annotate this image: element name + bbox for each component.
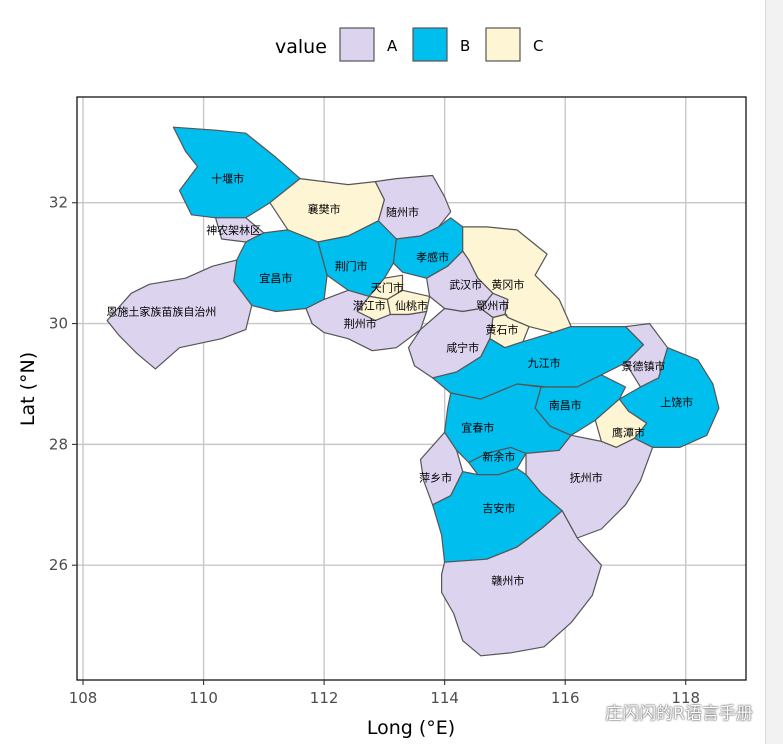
legend-label-0: A bbox=[387, 37, 398, 55]
y-tick-label-2: 30 bbox=[49, 315, 68, 333]
region-label-17: 九江市 bbox=[528, 356, 561, 370]
watermark: 庄闪闪的R语言手册 bbox=[573, 699, 753, 724]
x-axis: 108 110 112 114 116 118 bbox=[69, 680, 700, 707]
region-label-1: 襄樊市 bbox=[308, 202, 341, 216]
region-label-27: 赣州市 bbox=[491, 573, 524, 587]
x-tick-label-4: 116 bbox=[551, 689, 580, 707]
region-label-11: 鄂州市 bbox=[476, 298, 509, 312]
region-label-14: 荆州市 bbox=[344, 317, 377, 331]
plot-border bbox=[76, 96, 747, 681]
region-label-21: 鹰潭市 bbox=[612, 425, 645, 439]
region-label-23: 新余市 bbox=[482, 450, 515, 464]
region-label-4: 宜昌市 bbox=[259, 271, 292, 285]
region-label-24: 萍乡市 bbox=[419, 471, 452, 485]
x-tick-label-1: 110 bbox=[189, 689, 218, 707]
region-label-26: 吉安市 bbox=[482, 501, 515, 515]
watermark-text: 庄闪闪的R语言手册 bbox=[605, 704, 753, 724]
y-tick-label-1: 28 bbox=[49, 435, 68, 453]
region-label-0: 十堰市 bbox=[211, 172, 244, 186]
region-label-8: 恩施土家族苗族自治州 bbox=[106, 305, 216, 319]
region-label-5: 荆门市 bbox=[335, 259, 368, 273]
legend-swatch-0 bbox=[339, 27, 375, 62]
region-label-2: 随州市 bbox=[386, 205, 419, 219]
y-axis-title: Lat (°N) bbox=[17, 352, 39, 426]
region-14 bbox=[305, 289, 428, 352]
legend-title: value bbox=[275, 36, 327, 58]
legend-label-1: B bbox=[460, 37, 470, 55]
region-8 bbox=[106, 259, 253, 370]
wechat-icon bbox=[573, 702, 599, 721]
x-tick-label-3: 114 bbox=[430, 689, 459, 707]
region-label-9: 天门市 bbox=[371, 280, 404, 294]
region-label-18: 景德镇市 bbox=[622, 359, 666, 373]
region-label-7: 黄冈市 bbox=[491, 277, 524, 291]
region-5 bbox=[317, 220, 397, 297]
x-tick-label-0: 108 bbox=[69, 689, 98, 707]
region-label-15: 黄石市 bbox=[485, 323, 518, 337]
region-label-10: 武汉市 bbox=[449, 277, 482, 291]
x-tick-label-5: 118 bbox=[671, 689, 700, 707]
region-polygons bbox=[106, 126, 720, 657]
region-label-19: 上饶市 bbox=[660, 395, 693, 409]
legend: value A B C bbox=[275, 27, 543, 62]
region-label-3: 神农架林区 bbox=[206, 223, 261, 237]
region-label-16: 咸宁市 bbox=[446, 341, 479, 355]
region-label-6: 孝感市 bbox=[416, 250, 449, 264]
x-tick-label-2: 112 bbox=[310, 689, 339, 707]
y-axis: 26 28 30 32 bbox=[49, 194, 77, 574]
legend-swatch-1 bbox=[412, 27, 448, 62]
x-axis-title: Long (°E) bbox=[367, 717, 455, 739]
y-tick-label-0: 26 bbox=[49, 556, 68, 574]
region-label-20: 南昌市 bbox=[549, 398, 582, 412]
page-edge-strip bbox=[765, 0, 783, 744]
region-27 bbox=[441, 510, 602, 657]
region-label-13: 仙桃市 bbox=[395, 298, 428, 312]
region-label-12: 潜江市 bbox=[353, 298, 386, 312]
y-tick-label-3: 32 bbox=[49, 194, 68, 212]
legend-label-2: C bbox=[533, 37, 543, 55]
legend-swatch-2 bbox=[485, 27, 521, 62]
region-label-25: 抚州市 bbox=[570, 471, 603, 485]
region-label-22: 宜春市 bbox=[461, 421, 494, 435]
